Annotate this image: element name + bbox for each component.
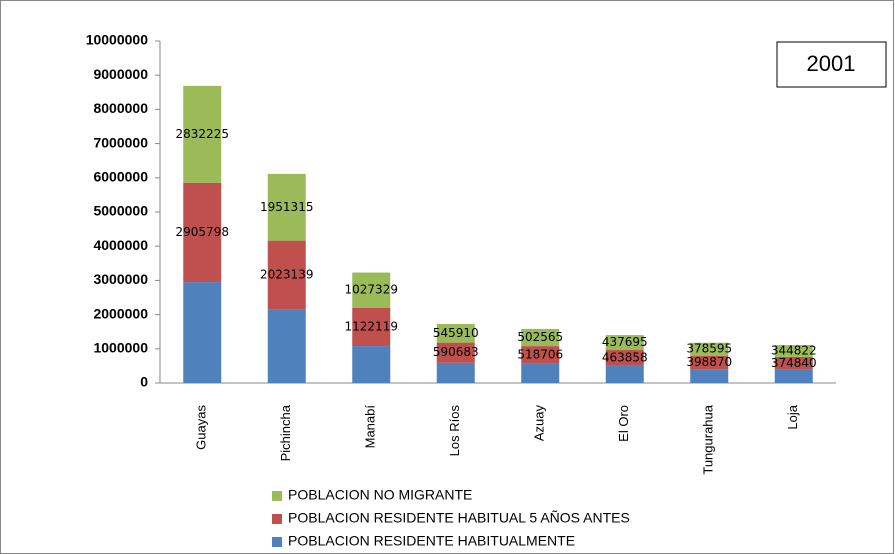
y-tick-label: 1000000 (93, 340, 148, 356)
x-tick-label: Pichincha (278, 404, 293, 461)
y-tick-label: 9000000 (93, 66, 148, 82)
bar-segment (774, 345, 813, 357)
data-label: 378595 (686, 342, 732, 356)
y-tick-label: 5000000 (93, 203, 148, 219)
bar-segment (605, 350, 644, 366)
data-label: 518706 (517, 347, 563, 361)
bar-segment (267, 173, 306, 241)
legend-label: POBLACION NO MIGRANTE (288, 487, 472, 503)
data-label: 398870 (686, 355, 732, 369)
data-label: 344822 (771, 343, 817, 357)
data-label: 374840 (771, 356, 817, 370)
y-tick-label: 4000000 (93, 237, 148, 253)
y-tick-label: 2000000 (93, 305, 148, 321)
legend-label: POBLACION RESIDENTE HABITUALMENTE (288, 533, 575, 549)
bar-segment (690, 342, 729, 356)
x-tick-label: Los Ríos (447, 405, 462, 457)
bar-segment (352, 307, 391, 347)
bar-segment (521, 346, 560, 364)
y-tick-label: 7000000 (93, 134, 148, 150)
legend-swatch (272, 514, 282, 524)
bar-segment (774, 356, 813, 370)
x-tick-label: Tungurahua (701, 404, 716, 474)
data-label: 1122119 (345, 319, 398, 333)
x-tick-label: Azuay (532, 405, 547, 442)
x-tick-label: El Oro (616, 405, 631, 442)
bar-segment (605, 365, 644, 383)
bar-segment (521, 363, 560, 383)
y-tick-label: 10000000 (86, 32, 149, 48)
bar-segment (436, 342, 475, 363)
bar-segment (605, 335, 644, 351)
y-tick-label: 6000000 (93, 169, 148, 185)
data-label: 1951315 (260, 200, 313, 214)
y-tick-label: 8000000 (93, 100, 148, 116)
x-tick-label: Loja (785, 404, 800, 429)
data-label: 545910 (433, 326, 479, 340)
legend-swatch (272, 491, 282, 501)
bar-segment (183, 85, 222, 183)
bar-segment (690, 369, 729, 383)
bar-segment (183, 182, 222, 283)
data-label: 2832225 (176, 127, 229, 141)
bar-segment (267, 309, 306, 383)
bar-segment (436, 362, 475, 383)
bar-segment (352, 346, 391, 383)
data-label: 463858 (602, 350, 648, 364)
bar-segment (690, 355, 729, 370)
bar-segment (352, 272, 391, 308)
annotation: 2001 (807, 51, 856, 76)
data-label: 2023139 (260, 268, 313, 282)
data-label: 437695 (602, 335, 648, 349)
bar-segment (267, 240, 306, 310)
x-tick-label: Manabí (363, 405, 378, 449)
bar-segment (183, 282, 222, 383)
y-tick-label: 0 (140, 374, 148, 390)
bar-segment (774, 369, 813, 383)
data-label: 502565 (517, 330, 563, 344)
annotation-box (776, 41, 887, 88)
legend-swatch (272, 537, 282, 547)
legend-label: POBLACION RESIDENTE HABITUAL 5 AÑOS ANTE… (288, 510, 630, 526)
bar-segment (521, 328, 560, 347)
data-label: 1027329 (345, 283, 398, 297)
y-tick-label: 3000000 (93, 271, 148, 287)
bar-segment (436, 323, 475, 343)
data-label: 2905798 (176, 225, 229, 239)
x-tick-label: Guayas (194, 405, 209, 450)
data-label: 590683 (433, 345, 479, 359)
